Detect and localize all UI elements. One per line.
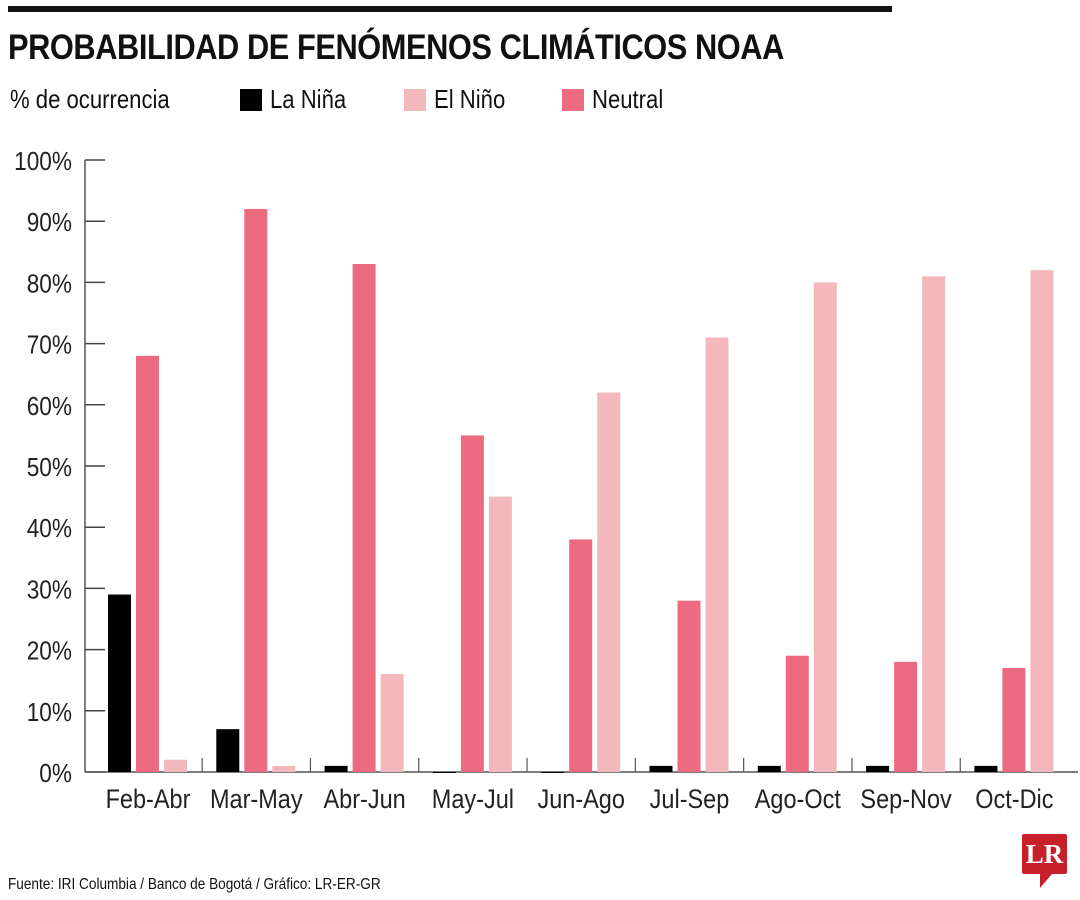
- top-rule: [8, 6, 892, 12]
- legend-item-neutral: Neutral: [562, 84, 676, 115]
- x-tick-label: Jul-Sep: [650, 785, 730, 815]
- legend-item-el-nino: El Niño: [404, 84, 518, 115]
- bar-el-nino: [1030, 270, 1054, 772]
- x-tick-label: Sep-Nov: [860, 785, 952, 815]
- bar-la-nina: [866, 765, 890, 772]
- bar-el-nino: [272, 765, 296, 772]
- bar-neutral: [894, 661, 918, 772]
- y-tick-label: 70%: [27, 331, 72, 360]
- y-tick-label: 30%: [27, 576, 72, 605]
- legend-label: La Niña: [270, 84, 347, 114]
- y-tick-label: 100%: [14, 148, 72, 177]
- bar-el-nino: [922, 276, 946, 772]
- bar-neutral: [677, 600, 701, 772]
- y-tick-label: 80%: [27, 270, 72, 299]
- legend-label: El Niño: [434, 84, 506, 114]
- legend-swatch: [404, 88, 426, 111]
- x-tick-label: Feb-Abr: [106, 785, 191, 815]
- y-tick-label: 40%: [27, 515, 72, 544]
- bar-neutral: [460, 435, 484, 772]
- bar-el-nino: [705, 337, 729, 772]
- bar-la-nina: [649, 765, 673, 772]
- x-tick-label: Abr-Jun: [323, 785, 405, 815]
- y-tick-label: 10%: [27, 698, 72, 727]
- x-tick-label: May-Jul: [432, 785, 514, 815]
- bar-el-nino: [597, 392, 621, 772]
- legend-swatch: [562, 88, 584, 111]
- y-tick-label: 50%: [27, 454, 72, 483]
- bar-la-nina: [324, 765, 348, 772]
- x-tick-label: Mar-May: [210, 785, 303, 815]
- y-axis-label: % de ocurrencia: [10, 84, 170, 114]
- x-tick-label: Oct-Dic: [975, 785, 1053, 815]
- chart-title: PROBABILIDAD DE FENÓMENOS CLIMÁTICOS NOA…: [8, 28, 784, 67]
- bar-neutral: [352, 264, 376, 772]
- x-tick-label: Jun-Ago: [537, 785, 624, 815]
- bar-el-nino: [813, 282, 837, 772]
- bar-la-nina: [974, 765, 998, 772]
- bar-la-nina: [541, 772, 565, 773]
- y-tick-label: 0%: [39, 760, 72, 789]
- bar-neutral: [569, 539, 593, 772]
- bar-el-nino: [380, 674, 404, 772]
- legend-item-la-nina: La Niña: [240, 84, 360, 115]
- bar-la-nina: [757, 765, 781, 772]
- lr-logo: LR: [1022, 834, 1067, 888]
- bar-neutral: [244, 208, 268, 772]
- bar-neutral: [785, 655, 809, 772]
- legend-label: Neutral: [592, 84, 664, 114]
- bar-el-nino: [164, 759, 187, 772]
- bar-neutral: [1002, 667, 1026, 772]
- bar-la-nina: [432, 772, 456, 773]
- y-tick-label: 90%: [27, 209, 72, 238]
- bar-la-nina: [216, 729, 240, 772]
- y-tick-label: 60%: [27, 392, 72, 421]
- bar-el-nino: [488, 496, 512, 772]
- y-tick-label: 20%: [27, 637, 72, 666]
- bar-la-nina: [108, 594, 131, 772]
- bar-neutral: [136, 355, 159, 772]
- source-note: Fuente: IRI Columbia / Banco de Bogotá /…: [8, 876, 381, 893]
- legend-swatch: [240, 88, 262, 111]
- x-tick-label: Ago-Oct: [755, 785, 841, 815]
